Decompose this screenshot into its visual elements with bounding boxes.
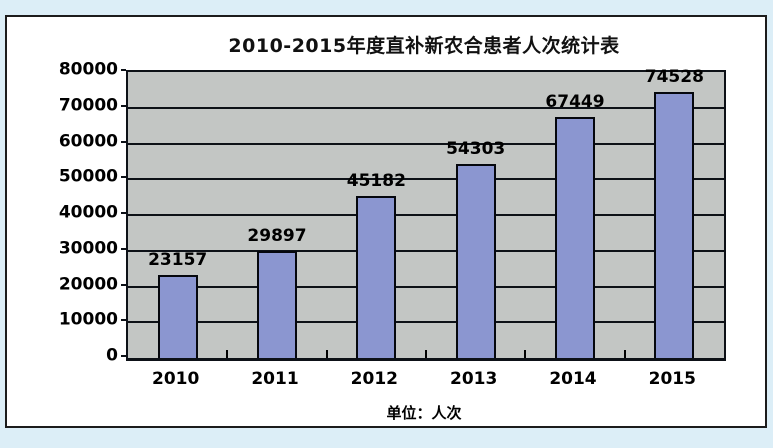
gridline: [128, 178, 724, 181]
bar-2014: [555, 116, 595, 358]
y-axis-tick: [121, 69, 126, 71]
y-axis-tick: [121, 176, 126, 179]
y-axis-tick: [121, 104, 126, 107]
y-axis: 0 10000 20000 30000 40000 50000 60000 70000 8000…: [7, 17, 118, 426]
x-tick-label: 2013: [449, 369, 498, 389]
x-tick-label: 2014: [549, 369, 597, 389]
y-tick-label: 60000: [58, 131, 118, 151]
chart-title: 2010-2015年度直补新农合患者人次统计表: [228, 35, 620, 57]
plot-area: 23157 29897 45182 54303 67449 74528: [126, 66, 726, 361]
bar-2013: [455, 163, 496, 358]
bar-2011: [257, 251, 297, 358]
x-axis-tick: [524, 350, 527, 358]
bar-2012: [356, 196, 397, 358]
y-tick-label: 30000: [58, 238, 118, 259]
gridline: [128, 214, 724, 216]
x-axis-tick: [425, 350, 427, 358]
x-tick-label: 2012: [350, 369, 398, 389]
y-tick-label: 50000: [58, 166, 118, 187]
y-tick-label: 20000: [58, 274, 118, 294]
y-tick-label: 70000: [58, 95, 118, 116]
y-axis-tick: [121, 283, 126, 286]
chart-frame: 2010-2015年度直补新农合患者人次统计表 0 10000 20000 30000…: [5, 15, 767, 428]
gridline: [128, 321, 724, 324]
y-axis-tick: [121, 140, 126, 143]
bar-value-label: 29897: [247, 226, 307, 247]
x-tick-label: 2015: [648, 369, 696, 389]
x-axis-tick: [623, 350, 626, 358]
bar-2015: [654, 91, 695, 358]
gridline: [128, 249, 724, 252]
unit-label: 单位：人次: [386, 404, 462, 422]
gridline: [128, 142, 724, 145]
y-axis-tick: [121, 355, 126, 357]
bar-value-label: 74528: [644, 66, 704, 87]
bar-value-label: 54303: [446, 138, 506, 159]
bar-value-label: 23157: [148, 250, 208, 271]
y-axis-tick: [121, 319, 126, 322]
y-axis-tick: [121, 247, 126, 250]
x-tick-label: 2011: [251, 369, 299, 389]
gridline: [128, 285, 724, 288]
bar-value-label: 45182: [346, 171, 406, 192]
x-axis: 2010 2011 2012 2013 2014 2015: [126, 371, 722, 388]
x-axis-tick: [226, 350, 229, 358]
x-tick-label: 2010: [152, 369, 200, 389]
gridline: [128, 106, 724, 109]
y-tick-label: 0: [106, 345, 118, 366]
x-axis-tick: [325, 350, 328, 358]
bar-2010: [157, 275, 198, 358]
y-tick-label: 10000: [58, 309, 118, 330]
y-tick-label: 40000: [58, 202, 118, 223]
y-axis-tick: [121, 212, 126, 214]
y-tick-label: 80000: [58, 59, 118, 80]
bar-value-label: 67449: [545, 91, 605, 112]
